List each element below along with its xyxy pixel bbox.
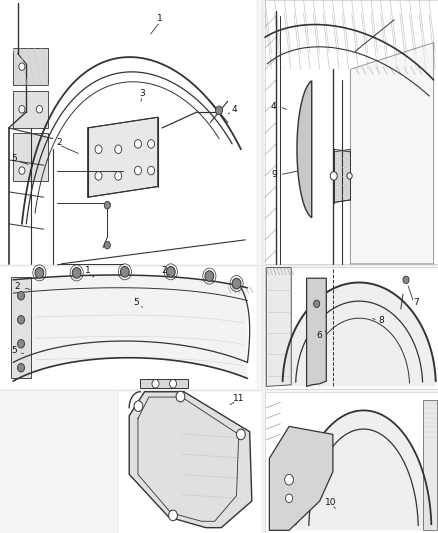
Circle shape xyxy=(18,316,25,324)
Text: 2: 2 xyxy=(162,266,167,275)
Text: 2: 2 xyxy=(57,138,62,147)
Polygon shape xyxy=(269,426,333,530)
Circle shape xyxy=(285,474,293,485)
Polygon shape xyxy=(307,278,326,386)
Circle shape xyxy=(205,271,214,281)
Polygon shape xyxy=(88,117,158,197)
Polygon shape xyxy=(266,268,291,386)
Circle shape xyxy=(18,364,25,372)
Polygon shape xyxy=(140,379,188,388)
Circle shape xyxy=(286,494,293,503)
Polygon shape xyxy=(350,43,434,264)
Circle shape xyxy=(19,106,25,113)
Text: 9: 9 xyxy=(271,171,277,179)
Text: 10: 10 xyxy=(325,498,336,507)
Circle shape xyxy=(148,166,155,175)
Text: 4: 4 xyxy=(232,105,237,114)
Circle shape xyxy=(115,145,122,154)
Polygon shape xyxy=(201,464,221,501)
Circle shape xyxy=(237,429,245,440)
Polygon shape xyxy=(13,91,48,128)
Circle shape xyxy=(215,106,223,115)
Circle shape xyxy=(170,379,177,388)
Circle shape xyxy=(134,166,141,175)
Circle shape xyxy=(169,510,177,521)
Polygon shape xyxy=(296,410,431,530)
Text: 7: 7 xyxy=(413,298,419,307)
Circle shape xyxy=(19,167,25,174)
Polygon shape xyxy=(129,392,252,528)
Circle shape xyxy=(104,201,110,209)
Circle shape xyxy=(18,340,25,348)
Text: 2: 2 xyxy=(15,282,20,290)
Polygon shape xyxy=(334,149,350,203)
FancyBboxPatch shape xyxy=(265,266,438,389)
Circle shape xyxy=(120,266,129,277)
Circle shape xyxy=(232,278,241,289)
Polygon shape xyxy=(423,400,437,530)
FancyBboxPatch shape xyxy=(0,0,256,264)
Circle shape xyxy=(95,172,102,180)
FancyBboxPatch shape xyxy=(118,392,263,533)
Circle shape xyxy=(148,140,155,148)
Circle shape xyxy=(18,292,25,300)
Polygon shape xyxy=(283,282,436,386)
Circle shape xyxy=(314,300,320,308)
Circle shape xyxy=(104,241,110,249)
Circle shape xyxy=(347,173,352,179)
Circle shape xyxy=(134,140,141,148)
Text: 4: 4 xyxy=(271,102,276,111)
Text: 1: 1 xyxy=(157,14,163,23)
Polygon shape xyxy=(13,48,48,85)
Circle shape xyxy=(95,145,102,154)
Polygon shape xyxy=(297,81,312,217)
Text: 3: 3 xyxy=(139,89,145,98)
Circle shape xyxy=(330,172,337,180)
Circle shape xyxy=(72,268,81,278)
Text: 6: 6 xyxy=(317,332,323,340)
Text: 11: 11 xyxy=(233,394,244,403)
Text: 5: 5 xyxy=(11,346,17,355)
FancyBboxPatch shape xyxy=(265,0,438,264)
Circle shape xyxy=(115,172,122,180)
Text: 8: 8 xyxy=(378,317,384,325)
Circle shape xyxy=(36,106,42,113)
Polygon shape xyxy=(13,133,48,181)
Text: 5: 5 xyxy=(133,298,139,307)
Circle shape xyxy=(166,266,175,277)
FancyBboxPatch shape xyxy=(0,266,256,389)
Text: 5: 5 xyxy=(11,155,17,163)
Circle shape xyxy=(134,401,143,411)
Circle shape xyxy=(35,268,44,278)
Text: 1: 1 xyxy=(85,266,91,275)
Circle shape xyxy=(403,276,409,284)
Circle shape xyxy=(152,379,159,388)
Polygon shape xyxy=(13,275,247,381)
Circle shape xyxy=(176,391,185,402)
Polygon shape xyxy=(11,277,31,378)
FancyBboxPatch shape xyxy=(265,392,438,533)
Circle shape xyxy=(19,63,25,70)
